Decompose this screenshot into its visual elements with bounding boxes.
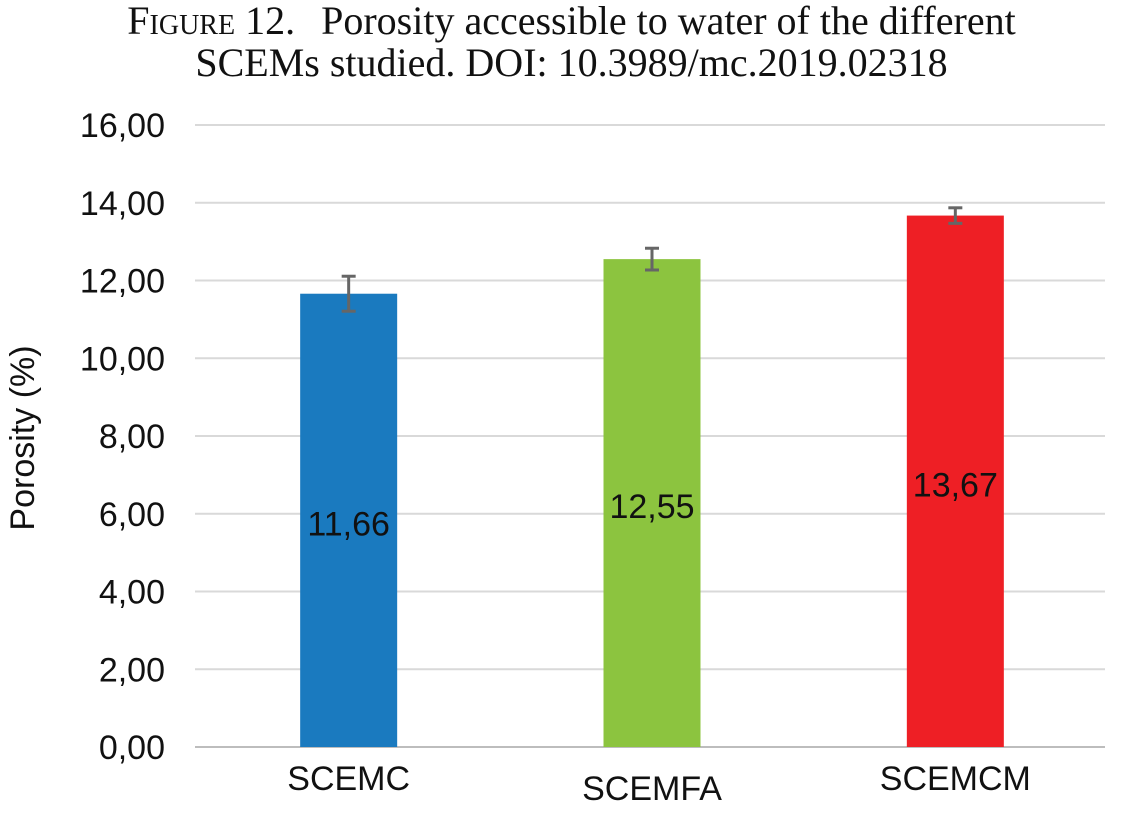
figure-caption: Figure 12. Porosity accessible to water o… (0, 0, 1143, 84)
y-tick-label: 6,00 (99, 496, 165, 534)
caption-label: Figure 12. (127, 0, 296, 43)
y-tick-label: 12,00 (80, 263, 165, 301)
x-tick-label: SCEMFA (582, 770, 722, 808)
y-tick-label: 14,00 (80, 185, 165, 223)
y-axis-ticks: 0,00 2,00 4,00 6,00 8,00 10,00 12,00 14,00 16,00 (80, 107, 165, 767)
data-label: 13,67 (913, 466, 998, 504)
data-label: 12,55 (609, 488, 694, 526)
y-axis-label: Porosity (%) (4, 345, 42, 530)
bar (300, 293, 398, 747)
x-tick-label: SCEMCM (880, 760, 1031, 798)
y-tick-label: 4,00 (99, 574, 165, 612)
caption-text-1: Porosity accessible to water of the diff… (321, 0, 1016, 43)
y-tick-label: 16,00 (80, 107, 165, 145)
value-labels: 11,66 12,55 13,67 (307, 466, 997, 543)
y-tick-label: 0,00 (99, 729, 165, 767)
caption-line-2: SCEMs studied. DOI: 10.3989/mc.2019.0231… (195, 40, 948, 85)
error-bars (341, 206, 963, 313)
x-tick-label: SCEMC (287, 760, 410, 798)
x-axis-ticks: SCEMC SCEMFA SCEMCM (287, 760, 1031, 808)
y-tick-label: 2,00 (99, 651, 165, 689)
caption-line-1: Figure 12. Porosity accessible to water o… (0, 0, 1143, 42)
bar (906, 215, 1004, 748)
y-tick-label: 8,00 (99, 418, 165, 456)
data-label: 11,66 (307, 505, 390, 543)
bar (603, 259, 701, 747)
bars (300, 215, 1004, 748)
y-tick-label: 10,00 (80, 340, 165, 378)
